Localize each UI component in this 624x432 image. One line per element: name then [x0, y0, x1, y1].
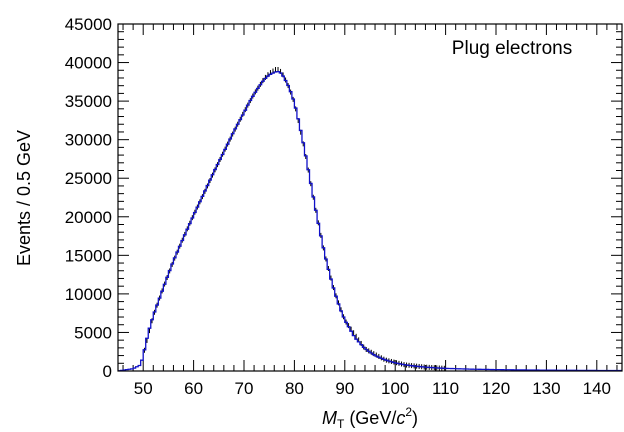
y-axis-title: Events / 0.5 GeV: [14, 130, 34, 266]
x-axis-pre-unit: (GeV/: [344, 408, 396, 428]
y-tick-label: 35000: [65, 92, 112, 111]
x-tick-label: 60: [184, 379, 203, 398]
y-tick-label: 5000: [74, 323, 112, 342]
y-tick-label: 10000: [65, 285, 112, 304]
x-tick-label: 70: [235, 379, 254, 398]
model-histogram: [118, 70, 622, 372]
x-tick-label: 80: [285, 379, 304, 398]
y-tick-label: 40000: [65, 54, 112, 73]
legend-label: Plug electrons: [452, 38, 572, 59]
tick-labels: 50 60 70 80 90 100 110 120 130 140 0 5000 10000 15000…: [65, 15, 611, 398]
x-tick-label: 100: [381, 379, 409, 398]
x-axis-post: ): [412, 408, 418, 428]
y-tick-label: 30000: [65, 131, 112, 150]
y-tick-label: 25000: [65, 169, 112, 188]
y-tick-label: 45000: [65, 15, 112, 34]
x-tick-label: 90: [335, 379, 354, 398]
x-tick-label: 130: [532, 379, 560, 398]
x-tick-label: 120: [482, 379, 510, 398]
y-tick-label: 20000: [65, 208, 112, 227]
x-tick-label: 110: [432, 379, 459, 398]
x-axis-unit-c: c: [396, 408, 405, 428]
axis-ticks: [118, 23, 622, 372]
y-tick-label: 15000: [65, 246, 112, 265]
x-axis-var: M: [322, 408, 337, 428]
x-axis-sup: 2: [405, 405, 412, 419]
x-tick-label: 50: [134, 379, 153, 398]
plot-frame: [117, 23, 623, 372]
x-tick-label: 140: [583, 379, 611, 398]
x-axis-sub: T: [337, 417, 345, 431]
y-tick-label: 0: [103, 362, 112, 381]
x-axis-title: MT (GeV/c2): [322, 405, 418, 431]
series-layer: [118, 66, 622, 372]
